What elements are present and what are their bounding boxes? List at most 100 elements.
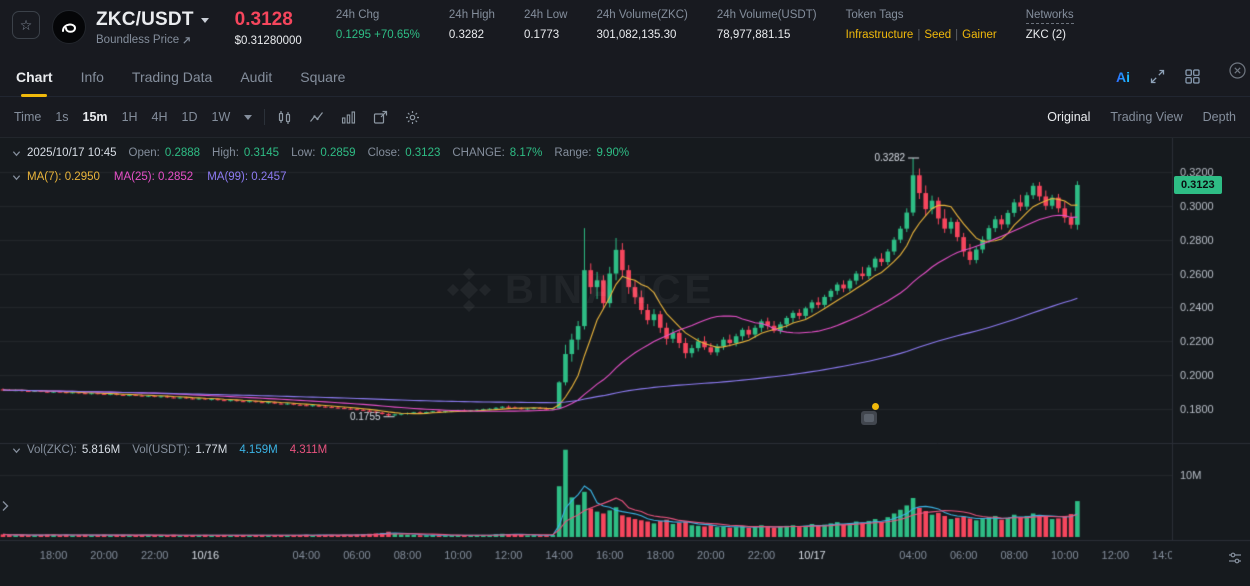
boundless-logo-icon xyxy=(62,23,77,33)
view-tradingview[interactable]: Trading View xyxy=(1110,110,1183,124)
token-subtitle: Boundless Price xyxy=(96,34,180,46)
close-panel-button[interactable] xyxy=(1229,62,1246,79)
fullscreen-button[interactable] xyxy=(1150,69,1165,84)
interval-1s[interactable]: 1s xyxy=(55,110,69,124)
networks-value[interactable]: ZKC (2) xyxy=(1025,29,1066,41)
interval-15m[interactable]: 15m xyxy=(82,110,108,124)
ma25-legend: MA(25): 0.2852 xyxy=(113,171,194,183)
view-depth[interactable]: Depth xyxy=(1202,110,1236,124)
vol-ma10-value: 4.311M xyxy=(289,444,328,456)
ohlc-legend: 2025/10/17 10:45 Open: 0.2888 High: 0.31… xyxy=(12,147,641,159)
toolbar-divider xyxy=(264,109,266,125)
low-label: Low: xyxy=(291,147,316,159)
chevron-right-icon xyxy=(2,501,9,511)
line-chart-button[interactable] xyxy=(309,110,324,125)
interval-1d[interactable]: 1D xyxy=(181,110,198,124)
active-tab-indicator xyxy=(21,93,48,97)
stat-label: 24h Low xyxy=(523,9,568,21)
stat-label: 24h Volume(ZKC) xyxy=(596,9,688,21)
tabs-actions: Ai xyxy=(1116,69,1200,85)
token-tags: Infrastructure | Seed | Gainer xyxy=(846,29,997,41)
candlestick-icon xyxy=(279,110,291,124)
stat-label: 24h Chg xyxy=(335,9,380,21)
stat-value: 0.1773 xyxy=(523,29,560,41)
tab-label: Chart xyxy=(16,68,53,85)
chart-toolbar: Time 1s 15m 1H 4H 1D 1W xyxy=(0,97,1250,138)
chart-type-button[interactable] xyxy=(277,110,292,125)
close-icon xyxy=(1229,62,1246,79)
stat-token-tags: Token Tags Infrastructure | Seed | Gainer xyxy=(846,9,997,41)
last-price-badge: 0.3123 xyxy=(1174,175,1222,194)
grid-icon xyxy=(1185,69,1200,84)
collapse-ohlc-button[interactable] xyxy=(12,149,21,158)
indicators-button[interactable] xyxy=(341,110,356,125)
close-value: 0.3123 xyxy=(405,147,441,159)
star-icon: ☆ xyxy=(19,16,33,33)
stat-value: 0.1295 +70.65% xyxy=(335,29,420,41)
tag-gainer[interactable]: Gainer xyxy=(962,29,997,41)
line-chart-icon xyxy=(310,111,324,122)
usd-price: $0.31280000 xyxy=(234,35,302,47)
pair-block: ZKC/USDT Boundless Price xyxy=(96,9,209,46)
tab-square[interactable]: Square xyxy=(300,57,345,97)
tag-separator: | xyxy=(955,29,959,41)
tag-separator: | xyxy=(917,29,921,41)
open-value: 0.2888 xyxy=(164,147,201,159)
tab-chart[interactable]: Chart xyxy=(16,57,53,97)
event-marker-thumbnail xyxy=(863,414,874,422)
tab-trading-data[interactable]: Trading Data xyxy=(132,57,212,97)
ma7-legend: MA(7): 0.2950 xyxy=(27,171,100,183)
chart-settings-button[interactable] xyxy=(405,110,420,125)
token-price-link[interactable]: Boundless Price xyxy=(96,34,209,46)
ma-legend: MA(7): 0.2950 MA(25): 0.2852 MA(99): 0.2… xyxy=(12,171,300,183)
vol-ma5-value: 4.159M xyxy=(239,444,278,456)
chevron-down-icon xyxy=(200,17,209,23)
expand-icon xyxy=(1150,69,1165,84)
layout-grid-button[interactable] xyxy=(1185,69,1200,84)
interval-4h[interactable]: 4H xyxy=(151,110,168,124)
gear-icon xyxy=(406,110,420,124)
stat-24h-high: 24h High 0.3282 xyxy=(449,9,495,41)
interval-1h[interactable]: 1H xyxy=(121,110,138,124)
collapse-volume-button[interactable] xyxy=(12,446,21,455)
tab-label: Audit xyxy=(240,68,273,85)
change-value: 8.17% xyxy=(509,147,543,159)
view-original[interactable]: Original xyxy=(1047,110,1091,124)
collapse-ma-button[interactable] xyxy=(12,173,21,182)
tag-infrastructure[interactable]: Infrastructure xyxy=(845,29,914,41)
high-value: 0.3145 xyxy=(243,147,280,159)
time-label: Time xyxy=(14,110,42,124)
interval-1w[interactable]: 1W xyxy=(211,110,231,124)
external-link-icon xyxy=(183,36,190,44)
more-intervals-button[interactable] xyxy=(244,114,253,120)
favorite-button[interactable]: ☆ xyxy=(12,11,40,39)
chart-view-switch: Original Trading View Depth xyxy=(1047,110,1236,124)
stat-label[interactable]: Networks xyxy=(1025,9,1074,24)
indicators-icon xyxy=(342,110,356,124)
change-label: CHANGE: xyxy=(452,147,505,159)
stat-label: Token Tags xyxy=(845,9,904,21)
event-marker-icon[interactable] xyxy=(860,403,879,425)
tab-label: Trading Data xyxy=(131,68,213,85)
ma99-legend: MA(99): 0.2457 xyxy=(207,171,287,183)
drawing-toolbar-toggle[interactable] xyxy=(1,500,9,512)
vol-zkc-label: Vol(ZKC): xyxy=(27,444,77,456)
high-label: High: xyxy=(212,147,239,159)
coin-logo xyxy=(52,10,86,44)
tab-label: Info xyxy=(80,68,104,85)
expand-chart-button[interactable] xyxy=(373,110,388,125)
pair-selector[interactable]: ZKC/USDT xyxy=(96,9,209,31)
tag-seed[interactable]: Seed xyxy=(924,29,952,41)
price-chart-canvas[interactable] xyxy=(0,138,1250,586)
close-label: Close: xyxy=(367,147,401,159)
tab-info[interactable]: Info xyxy=(81,57,104,97)
axis-settings-button[interactable] xyxy=(1227,550,1243,566)
chart-area: BINANCE 2025/10/17 10:45 Open: 0.2888 Hi… xyxy=(0,138,1250,586)
chevron-down-icon xyxy=(12,447,21,453)
stat-label: 24h High xyxy=(448,9,495,21)
stat-value: 0.3282 xyxy=(448,29,485,41)
stat-24h-chg: 24h Chg 0.1295 +70.65% xyxy=(336,9,420,41)
ai-assistant-button[interactable]: Ai xyxy=(1116,68,1130,85)
tab-audit[interactable]: Audit xyxy=(240,57,272,97)
